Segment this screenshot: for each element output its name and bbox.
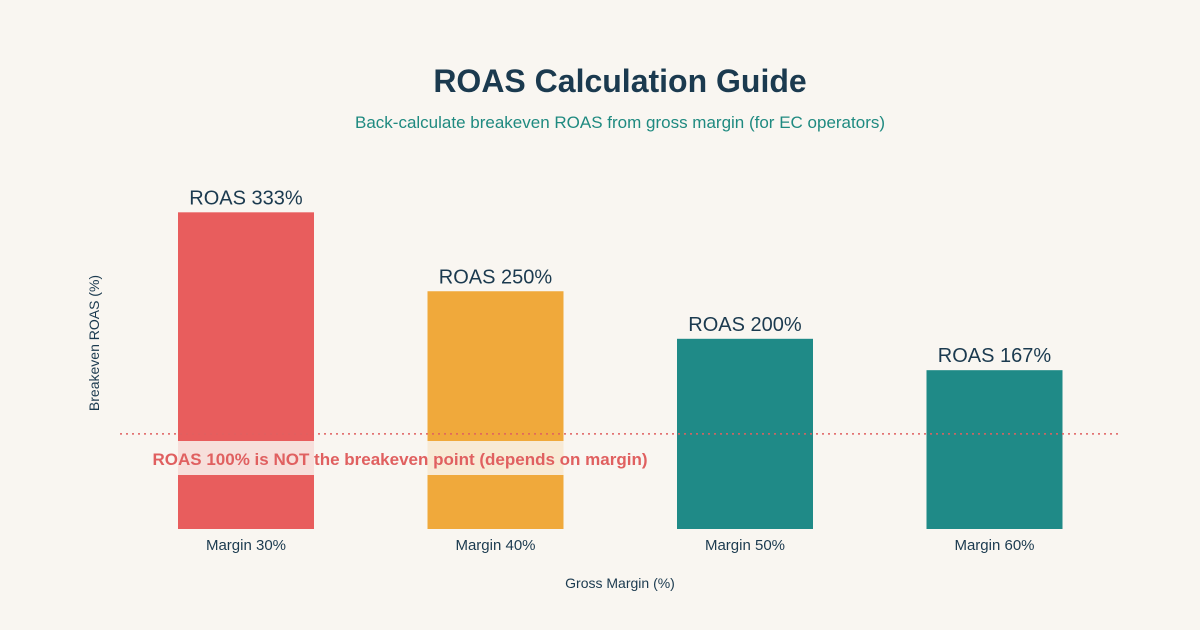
x-tick-label: Margin 30% bbox=[206, 537, 286, 554]
chart-subtitle: Back-calculate breakeven ROAS from gross… bbox=[355, 113, 885, 132]
data-label: ROAS 333% bbox=[189, 187, 303, 209]
data-label: ROAS 250% bbox=[439, 266, 553, 288]
x-tick-label: Margin 60% bbox=[954, 537, 1034, 554]
data-label: ROAS 200% bbox=[688, 314, 802, 336]
chart-title: ROAS Calculation Guide bbox=[433, 63, 806, 99]
annotation-background bbox=[135, 441, 665, 475]
x-axis-label: Gross Margin (%) bbox=[565, 575, 675, 591]
x-tick-label: Margin 40% bbox=[455, 537, 535, 554]
reference-annotation: ROAS 100% is NOT the breakeven point (de… bbox=[153, 450, 648, 469]
data-label: ROAS 167% bbox=[938, 345, 1052, 367]
y-axis-label: Breakeven ROAS (%) bbox=[86, 275, 102, 411]
bar bbox=[427, 291, 564, 529]
bar bbox=[178, 212, 314, 529]
x-tick-label: Margin 50% bbox=[705, 537, 785, 554]
bar bbox=[926, 370, 1063, 529]
